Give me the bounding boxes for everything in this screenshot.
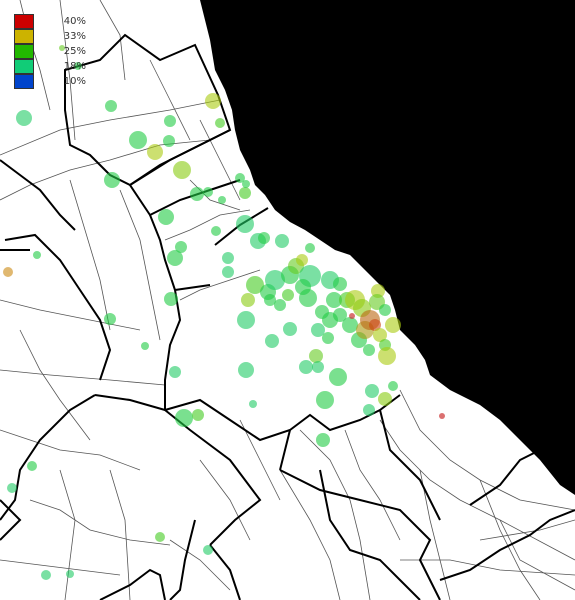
legend-item-33: 33% — [14, 29, 86, 44]
data-bubble[interactable] — [296, 254, 308, 266]
legend-swatch — [14, 14, 34, 29]
data-bubble[interactable] — [239, 187, 251, 199]
legend-swatch — [14, 74, 34, 89]
legend-swatch — [14, 44, 34, 59]
legend-label: 33% — [63, 31, 86, 42]
data-bubble[interactable] — [305, 243, 315, 253]
data-bubble[interactable] — [104, 172, 120, 188]
data-bubble[interactable] — [164, 292, 178, 306]
data-bubble[interactable] — [203, 187, 213, 197]
data-bubble[interactable] — [141, 342, 149, 350]
data-bubble[interactable] — [242, 180, 250, 188]
data-bubble[interactable] — [258, 232, 270, 244]
data-bubble[interactable] — [363, 344, 375, 356]
data-bubble[interactable] — [265, 270, 285, 290]
data-bubble[interactable] — [316, 391, 334, 409]
data-bubble[interactable] — [329, 368, 347, 386]
data-bubble[interactable] — [264, 294, 276, 306]
data-bubble[interactable] — [333, 277, 347, 291]
data-bubble[interactable] — [33, 251, 41, 259]
data-bubble[interactable] — [311, 323, 325, 337]
data-bubble[interactable] — [299, 289, 317, 307]
data-bubble[interactable] — [283, 322, 297, 336]
water-body — [200, 0, 575, 495]
data-bubble[interactable] — [349, 313, 355, 319]
data-bubble[interactable] — [7, 483, 17, 493]
data-bubble[interactable] — [215, 118, 225, 128]
data-bubble[interactable] — [274, 299, 286, 311]
legend-item-10: 10% — [14, 74, 86, 89]
data-bubble[interactable] — [333, 308, 347, 322]
legend-label: 10% — [63, 76, 86, 87]
data-bubble[interactable] — [155, 532, 165, 542]
data-bubble[interactable] — [222, 266, 234, 278]
data-bubble[interactable] — [365, 384, 379, 398]
data-bubble[interactable] — [265, 334, 279, 348]
data-bubble[interactable] — [105, 100, 117, 112]
legend-label: 25% — [63, 46, 86, 57]
data-bubble[interactable] — [241, 293, 255, 307]
data-bubbles[interactable] — [3, 45, 445, 580]
data-bubble[interactable] — [312, 361, 324, 373]
data-bubble[interactable] — [147, 144, 163, 160]
data-bubble[interactable] — [378, 392, 392, 406]
data-bubble[interactable] — [66, 570, 74, 578]
legend-item-25: 25% — [14, 44, 86, 59]
legend-item-40: 40% — [14, 14, 86, 29]
data-bubble[interactable] — [41, 570, 51, 580]
data-bubble[interactable] — [385, 317, 401, 333]
data-bubble[interactable] — [342, 317, 358, 333]
data-bubble[interactable] — [322, 332, 334, 344]
data-bubble[interactable] — [238, 362, 254, 378]
data-bubble[interactable] — [236, 215, 254, 233]
data-bubble[interactable] — [3, 267, 13, 277]
legend-item-18: 18% — [14, 59, 86, 74]
legend-label: 40% — [63, 16, 86, 27]
data-bubble[interactable] — [205, 93, 221, 109]
data-bubble[interactable] — [237, 311, 255, 329]
data-bubble[interactable] — [282, 289, 294, 301]
data-bubble[interactable] — [249, 400, 257, 408]
data-bubble[interactable] — [59, 45, 65, 51]
data-bubble[interactable] — [235, 173, 245, 183]
data-bubble[interactable] — [211, 226, 221, 236]
data-bubble[interactable] — [173, 161, 191, 179]
legend-label: 18% — [63, 61, 86, 72]
data-bubble[interactable] — [246, 276, 264, 294]
data-bubble[interactable] — [192, 409, 204, 421]
data-bubble[interactable] — [74, 62, 82, 70]
data-bubble[interactable] — [175, 241, 187, 253]
data-bubble[interactable] — [316, 433, 330, 447]
data-bubble[interactable] — [175, 409, 193, 427]
data-bubble[interactable] — [363, 404, 375, 416]
data-bubble[interactable] — [169, 366, 181, 378]
data-bubble[interactable] — [158, 209, 174, 225]
legend-swatch — [14, 29, 34, 44]
data-bubble[interactable] — [326, 292, 342, 308]
legend: 40% 33% 25% 18% 10% — [14, 14, 86, 89]
data-bubble[interactable] — [275, 234, 289, 248]
legend-swatch — [14, 59, 34, 74]
data-bubble[interactable] — [163, 135, 175, 147]
data-bubble[interactable] — [167, 250, 183, 266]
data-bubble[interactable] — [299, 360, 313, 374]
data-bubble[interactable] — [222, 252, 234, 264]
data-bubble[interactable] — [218, 196, 226, 204]
data-bubble[interactable] — [27, 461, 37, 471]
data-bubble[interactable] — [439, 413, 445, 419]
data-bubble[interactable] — [373, 328, 387, 342]
data-bubble[interactable] — [388, 381, 398, 391]
data-bubble[interactable] — [379, 304, 391, 316]
data-bubble[interactable] — [369, 319, 381, 331]
data-bubble[interactable] — [378, 347, 396, 365]
data-bubble[interactable] — [104, 313, 116, 325]
data-bubble[interactable] — [164, 115, 176, 127]
data-bubble[interactable] — [309, 349, 323, 363]
data-bubble[interactable] — [203, 545, 213, 555]
data-bubble[interactable] — [129, 131, 147, 149]
data-bubble[interactable] — [190, 187, 204, 201]
data-bubble[interactable] — [16, 110, 32, 126]
